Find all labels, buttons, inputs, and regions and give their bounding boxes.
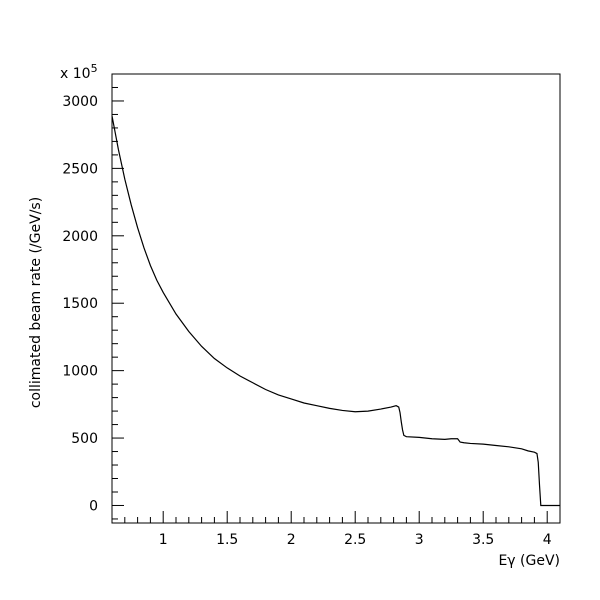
y-multiplier-base: x 10 — [60, 66, 91, 82]
y-tick-label: 2500 — [62, 161, 98, 177]
y-tick-label: 1500 — [62, 296, 98, 312]
y-tick-label: 500 — [71, 431, 98, 447]
x-axis-ticks — [111, 511, 561, 523]
x-tick-label: 1 — [159, 532, 168, 548]
x-tick-label: 4 — [543, 532, 552, 548]
x-tick-label: 3 — [415, 532, 424, 548]
y-tick-label: 2000 — [62, 229, 98, 245]
x-tick-label: 1.5 — [216, 532, 238, 548]
y-axis-ticks — [112, 73, 124, 520]
series-line — [111, 115, 560, 507]
y-multiplier-exponent: 5 — [91, 62, 98, 75]
x-axis-label: Eγ (GeV) — [498, 553, 560, 569]
plot-frame — [111, 73, 561, 524]
x-tick-label: 2.5 — [344, 532, 366, 548]
x-tick-label: 3.5 — [472, 532, 494, 548]
y-axis-label: collimated beam rate (/GeV/s) — [28, 197, 44, 408]
x-axis-tick-labels: 1 1.5 2 2.5 3 3.5 4 — [159, 532, 552, 548]
plot-frame-group — [111, 73, 561, 524]
y-tick-label: 0 — [89, 498, 98, 514]
x-tick-label: 2 — [287, 532, 296, 548]
y-tick-label: 3000 — [62, 94, 98, 110]
y-multiplier-label: x 105 — [60, 62, 98, 82]
y-tick-label: 1000 — [62, 364, 98, 380]
y-axis-tick-labels: 0 500 1000 1500 2000 2500 3000 — [62, 94, 98, 515]
